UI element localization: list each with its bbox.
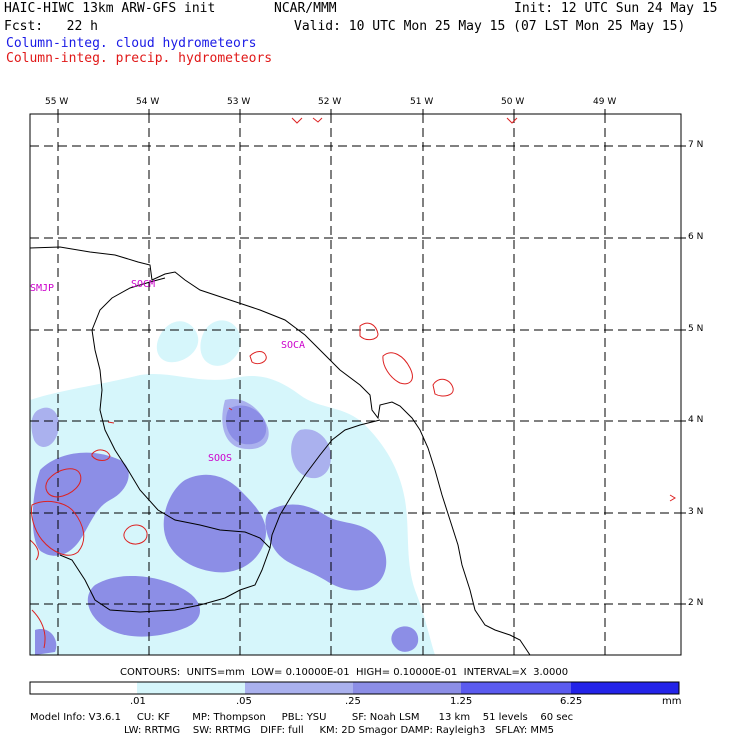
forecast-hour: Fcst: 22 h bbox=[4, 19, 98, 34]
lon-ticks bbox=[57, 109, 606, 114]
colorbar-tick-3: 1.25 bbox=[450, 696, 473, 707]
precip-contours bbox=[30, 117, 676, 649]
coastline bbox=[30, 246, 531, 655]
lat-label-2n: 2 N bbox=[688, 598, 704, 608]
station-soos: SOOS bbox=[208, 453, 233, 464]
map-frame bbox=[29, 113, 682, 656]
station-socm: SOCM bbox=[131, 279, 156, 290]
lat-label-3n: 3 N bbox=[688, 507, 704, 517]
lon-label-51w: 51 W bbox=[410, 97, 434, 107]
colorbar-unit: mm bbox=[662, 696, 682, 707]
lat-label-6n: 6 N bbox=[688, 232, 704, 242]
lat-label-4n: 4 N bbox=[688, 415, 704, 425]
lat-label-5n: 5 N bbox=[688, 324, 704, 334]
field-precip-label: Column-integ. precip. hydrometeors bbox=[6, 51, 273, 66]
colorbar bbox=[29, 681, 680, 695]
station-smjp: SMJP bbox=[30, 283, 55, 294]
model-info-line1: Model Info: V3.6.1 CU: KF MP: Thompson P… bbox=[30, 712, 574, 723]
graticule bbox=[30, 114, 681, 655]
lon-label-50w: 50 W bbox=[501, 97, 525, 107]
lon-label-52w: 52 W bbox=[318, 97, 342, 107]
model-title: HAIC-HIWC 13km ARW-GFS init bbox=[4, 1, 216, 16]
field-cloud-label: Column-integ. cloud hydrometeors bbox=[6, 36, 257, 51]
lon-label-49w: 49 W bbox=[593, 97, 617, 107]
colorbar-tick-1: .05 bbox=[236, 696, 252, 707]
init-time: Init: 12 UTC Sun 24 May 15 bbox=[514, 1, 718, 16]
contour-info: CONTOURS: UNITS=mm LOW= 0.10000E-01 HIGH… bbox=[120, 667, 569, 678]
colorbar-tick-0: .01 bbox=[130, 696, 146, 707]
model-info-line2: LW: RRTMG SW: RRTMG DIFF: full KM: 2D Sm… bbox=[124, 725, 554, 736]
org-label: NCAR/MMM bbox=[274, 1, 337, 16]
colorbar-tick-2: .25 bbox=[345, 696, 361, 707]
station-soca: SOCA bbox=[281, 340, 306, 351]
valid-time: Valid: 10 UTC Mon 25 May 15 (07 LST Mon … bbox=[294, 19, 686, 34]
lon-label-54w: 54 W bbox=[136, 97, 160, 107]
lon-label-53w: 53 W bbox=[227, 97, 251, 107]
lon-label-55w: 55 W bbox=[45, 97, 69, 107]
lat-label-7n: 7 N bbox=[688, 140, 704, 150]
colorbar-tick-4: 6.25 bbox=[560, 696, 583, 707]
lat-ticks bbox=[681, 145, 686, 605]
